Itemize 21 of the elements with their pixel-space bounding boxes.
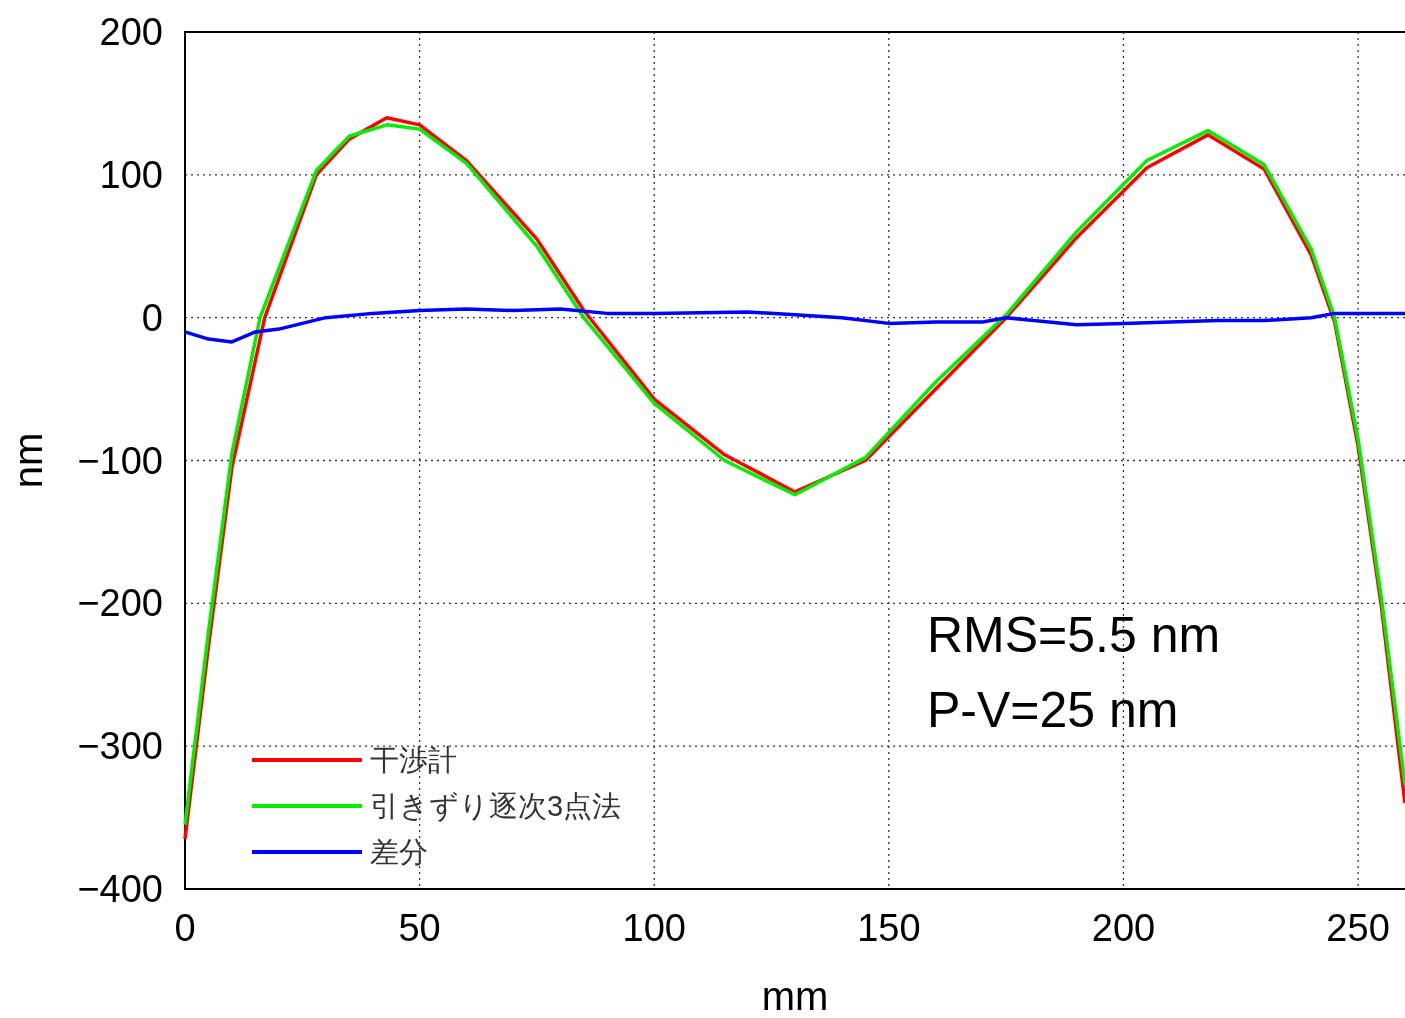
x-tick-label: 150 xyxy=(857,907,921,949)
y-tick-label: −100 xyxy=(77,439,163,482)
y-tick-label: −300 xyxy=(77,725,163,768)
y-tick-label: 100 xyxy=(99,153,163,196)
line-series xyxy=(183,307,1405,344)
x-tick-label: 50 xyxy=(398,907,441,949)
x-tick-label: 250 xyxy=(1326,907,1390,949)
y-tick-label: 200 xyxy=(99,11,163,53)
y-tick-label: 0 xyxy=(141,296,163,339)
x-tick-label: 200 xyxy=(1091,907,1156,949)
x-tick-label: 0 xyxy=(174,907,196,949)
x-axis-title: mm xyxy=(761,974,829,1018)
y-tick-label: −200 xyxy=(77,582,163,625)
annotation: P-V=25 nm xyxy=(927,682,1179,738)
y-axis-title: nm xyxy=(6,432,50,489)
legend-label: 引きずり逐次3点法 xyxy=(370,790,622,822)
legend-label: 干渉計 xyxy=(370,744,457,776)
x-tick-label: 100 xyxy=(622,907,686,949)
annotation: RMS=5.5 nm xyxy=(927,607,1221,663)
y-tick-label: −400 xyxy=(77,868,163,910)
legend-label: 差分 xyxy=(370,836,428,868)
